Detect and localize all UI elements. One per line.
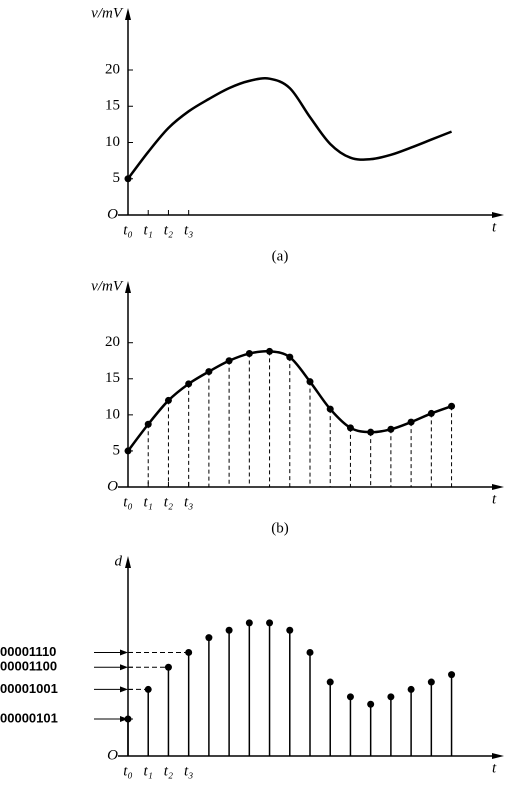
curve [127,77,453,180]
x-tick-label: t₂ [164,222,173,238]
x-tick-label: t₂ [164,763,173,779]
sample-point [448,402,456,410]
stem-head [346,693,354,701]
y-tick-label: 10 [105,134,120,150]
y-tick-label: 00000101 [0,710,58,725]
x-axis-label: t [492,491,497,507]
stem-head [124,715,132,723]
sample-point [245,350,253,358]
y-tick-label: 00001001 [0,681,58,696]
caption: (b) [271,520,289,536]
y-axis-arrow [125,281,131,293]
x-tick-label: t₁ [144,222,153,238]
stem-head [387,693,395,701]
x-tick-label: t₀ [123,222,132,238]
caption: (a) [272,248,289,264]
origin-label: O [107,747,118,763]
y-axis-arrow [125,8,131,20]
x-tick-label: t₀ [123,763,132,779]
x-axis-arrow [492,484,504,490]
y-tick-label: 5 [113,170,121,186]
stem-head [286,626,294,634]
sample-point [387,425,395,433]
x-tick-label: t₁ [144,494,153,510]
stem-head [448,671,456,679]
sample-point [407,418,415,426]
sample-point [124,447,132,455]
sample-point [306,378,314,386]
code-arrowhead [120,686,128,693]
sample-point [164,396,172,404]
y-tick-label: 15 [105,98,120,114]
sample-point [205,368,213,376]
stem-head [367,700,375,708]
stem-head [306,648,314,656]
sample-point [266,347,274,355]
x-tick-label: t₀ [123,494,132,510]
y-axis-label: d [115,553,123,569]
stem-head [326,678,334,686]
sample-point [326,405,334,413]
code-arrowhead [120,664,128,671]
stem-head [164,663,172,671]
sample-point [286,353,294,361]
sample-point [185,380,193,388]
x-tick-label: t₃ [184,763,193,779]
x-axis-label: t [492,760,497,776]
y-tick-label: 15 [105,370,120,386]
y-tick-label: 00001100 [0,659,57,674]
sample-point [346,424,354,432]
origin-label: O [107,478,118,494]
y-axis-label: v/mV [91,278,124,294]
x-axis-label: t [492,219,497,235]
stem-head [427,678,435,686]
y-axis-label: v/mV [91,5,124,21]
stem-head [144,685,152,693]
y-tick-label: 10 [105,406,120,422]
x-tick-label: t₃ [184,494,193,510]
stem-head [185,648,193,656]
origin-label: O [107,206,118,222]
y-tick-label: 5 [113,442,121,458]
x-axis-arrow [492,753,504,759]
x-tick-label: t₁ [144,763,153,779]
stem-head [266,619,274,627]
start-point [124,175,132,183]
stem-head [225,626,233,634]
sample-point [427,409,435,417]
stem-head [245,619,253,627]
sample-point [367,428,375,436]
sample-point [144,420,152,428]
x-tick-label: t₃ [184,222,193,238]
y-axis-arrow [125,556,131,568]
y-tick-label: 20 [105,334,120,350]
x-axis-arrow [492,212,504,218]
code-arrowhead [120,716,128,723]
y-tick-label: 20 [105,61,120,77]
stem-head [205,634,213,642]
stem-head [407,685,415,693]
sample-point [225,357,233,365]
y-tick-label: 00001110 [0,644,56,659]
x-tick-label: t₂ [164,494,173,510]
code-arrowhead [120,649,128,656]
